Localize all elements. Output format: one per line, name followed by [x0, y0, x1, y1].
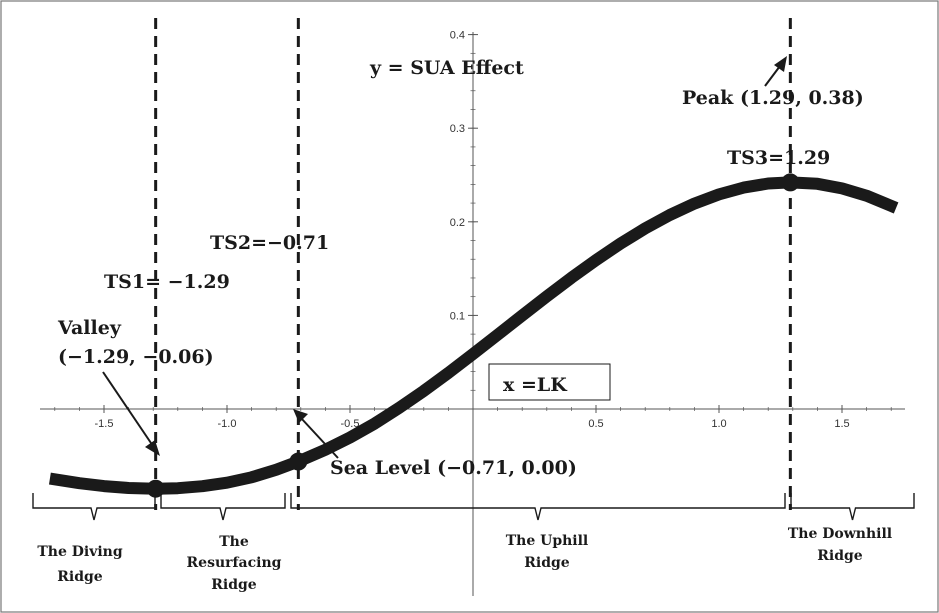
x-tick-label: 0.5 [588, 418, 603, 430]
y-tick-label: 0.2 [450, 217, 465, 229]
curve-layer [48, 176, 899, 495]
ts1-label: TS1= −1.29 [104, 271, 230, 293]
annotation-arrows [102, 56, 787, 459]
x-axis-label-box [488, 363, 611, 401]
x-tick-label: -1.0 [218, 418, 237, 430]
region-brace [160, 493, 286, 521]
x-tick-label: 1.0 [711, 418, 726, 430]
x-tick-label: -0.5 [341, 418, 360, 430]
valley-coordinates: (−1.29, −0.06) [58, 346, 214, 368]
region-uphill-line1: The Uphill [506, 533, 589, 549]
sea-level-point [289, 452, 308, 471]
peak-arrow [764, 65, 781, 87]
x-tick-label: 1.5 [834, 418, 849, 430]
region-diving-line2: Ridge [57, 569, 103, 585]
sua-effect-curve [48, 176, 899, 495]
region-brace [290, 493, 786, 521]
sea-level-arrow-head [293, 409, 308, 423]
region-downhill-line2: Ridge [817, 548, 863, 564]
axes: -1.5 -1.0 -0.5 0.5 1.0 1.5 0.1 0.2 0.3 0.4 [40, 30, 905, 596]
ts2-label: TS2=−0.71 [210, 232, 329, 254]
region-brace [790, 493, 915, 521]
region-downhill-line1: The Downhill [788, 526, 892, 542]
valley-point [146, 479, 165, 498]
valley-arrow [102, 371, 154, 447]
x-axis-label: x =LK [503, 374, 568, 396]
region-brace [32, 493, 156, 521]
y-tick-label: 0.1 [450, 310, 465, 322]
sea-level-label: Sea Level (−0.71, 0.00) [330, 457, 577, 479]
key-points [146, 173, 800, 498]
peak-label: Peak (1.29, 0.38) [682, 87, 864, 109]
y-axis-label: y = SUA Effect [369, 57, 524, 79]
region-resurfacing-line3: Ridge [211, 577, 257, 593]
ts3-label: TS3=1.29 [727, 147, 830, 169]
threshold-lines [154, 18, 792, 510]
region-diving-line1: The Diving [37, 544, 122, 560]
region-braces [32, 493, 915, 521]
valley-label: Valley [57, 317, 122, 339]
sea-level-arrow [300, 417, 339, 459]
region-resurfacing-line2: Resurfacing [187, 555, 282, 571]
region-labels: The Diving Ridge The Resurfacing Ridge T… [37, 526, 892, 593]
y-tick-label: 0.3 [450, 123, 465, 135]
peak-arrow-head [774, 56, 787, 72]
x-tick-label: -1.5 [95, 418, 114, 430]
peak-point [781, 173, 800, 192]
valley-arrow-head [145, 440, 160, 456]
region-resurfacing-line1: The [219, 534, 249, 550]
y-tick-label: 0.4 [450, 30, 465, 42]
region-uphill-line2: Ridge [524, 555, 570, 571]
